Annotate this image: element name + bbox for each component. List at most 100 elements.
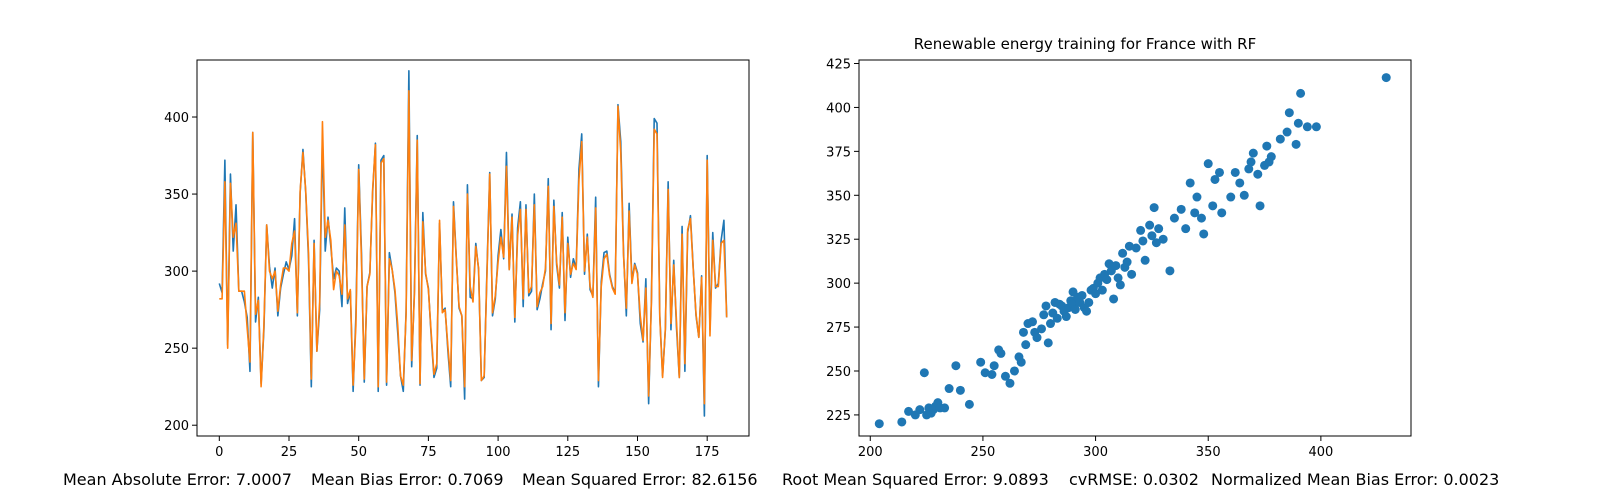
scatter-point [915,405,925,415]
metric-mbe: Mean Bias Error: 0.7069 [311,470,504,489]
right-y-tick-label: 300 [826,277,851,292]
metric-cvrmse: cvRMSE: 0.0302 [1069,470,1199,489]
chart-title: Renewable energy training for France wit… [914,35,1256,53]
scatter-point [1077,290,1087,300]
scatter-point [944,384,954,394]
scatter-point [1190,208,1200,218]
scatter-point [1266,152,1276,162]
left-x-tick-label: 25 [281,445,298,460]
scatter-point [1115,280,1125,290]
scatter-point [1084,297,1094,307]
scatter-point [1102,275,1112,285]
scatter-point [1018,327,1028,337]
scatter-point [1145,220,1155,230]
scatter-point [1248,148,1258,158]
scatter-point [1136,225,1146,235]
scatter-point [1208,201,1218,211]
scatter-point [940,403,950,413]
scatter-point [1091,289,1101,299]
left-x-tick-label: 0 [215,445,223,460]
scatter-point [1151,238,1161,248]
scatter-point [1061,312,1071,322]
scatter-point [1111,261,1121,271]
scatter-point [1203,159,1213,169]
scatter-point [1214,167,1224,177]
scatter-point [1226,192,1236,202]
left-x-tick-label: 75 [420,445,437,460]
scatter-point [1009,366,1019,376]
scatter-point [1082,306,1092,316]
left-line-chart: 0 25 50 75 100 125 150 175 200 250 300 350 400 [164,59,750,460]
right-x-tick-label: 250 [971,445,996,460]
right-y-tick-label: 375 [826,145,851,160]
right-y-tick-label: 325 [826,233,851,248]
left-y-tick-label: 300 [164,265,189,280]
scatter-point [1244,164,1254,174]
scatter-point [1262,141,1272,151]
scatter-point [1037,324,1046,334]
right-axes-frame [858,59,1412,437]
scatter-point [897,417,907,427]
line-series-2 [219,90,728,405]
scatter-point [1199,229,1209,239]
scatter-point [1118,248,1128,258]
right-x-tick-label: 350 [1196,445,1221,460]
scatter-point [1192,192,1202,202]
scatter-point [1041,301,1051,311]
scatter-point [1230,167,1240,177]
left-y-tick-label: 250 [164,342,189,357]
left-x-tick-label: 150 [625,445,650,460]
scatter-point [964,399,974,409]
scatter-point [1210,174,1220,184]
metric-nmbe: Normalized Mean Bias Error: 0.0023 [1211,470,1499,489]
scatter-point [1154,224,1164,234]
scatter-point [1239,190,1249,200]
scatter-point [1282,127,1292,137]
scatter-point [1131,243,1141,253]
scatter-point [1176,204,1186,214]
scatter-point [919,368,929,378]
metric-mae: Mean Absolute Error: 7.0007 [63,470,292,489]
scatter-point [1021,340,1031,350]
scatter-point [1043,338,1053,348]
scatter-point [1140,255,1150,265]
right-scatter-chart: 200 250 300 350 400 225 250 275 300 325 350 375 400 4… [826,58,1412,460]
scatter-point [1000,371,1010,381]
scatter-point [1127,269,1137,279]
metrics-footer: Mean Absolute Error: 7.0007 Mean Bias Er… [63,470,1499,489]
left-y-tick-label: 400 [164,111,189,126]
scatter-point [1122,257,1132,267]
scatter-point [1113,273,1123,283]
left-y-tick-label: 200 [164,419,189,434]
scatter-point [1311,122,1321,132]
scatter-point [1165,266,1175,276]
scatter-point [1016,357,1026,367]
scatter-point [1217,208,1227,218]
scatter-point [874,419,884,429]
scatter-point [1196,213,1206,223]
right-y-tick-label: 275 [826,321,851,336]
metric-mse: Mean Squared Error: 82.6156 [522,470,758,489]
scatter-point [955,385,965,395]
scatter-point [1046,319,1056,329]
left-axes-frame [196,59,750,437]
left-x-tick-label: 175 [695,445,720,460]
scatter-point [1235,178,1245,188]
scatter-point [1109,294,1119,304]
scatter-point [987,370,997,379]
right-y-tick-label: 225 [826,409,851,424]
scatter-point [1302,122,1312,132]
left-x-tick-label: 125 [555,445,580,460]
scatter-point [980,368,990,378]
scatter-point [996,348,1006,358]
metric-rmse: Root Mean Squared Error: 9.0893 [782,470,1049,489]
scatter-point [1246,157,1256,167]
scatter-point [976,357,986,367]
right-y-tick-label: 425 [826,58,851,73]
scatter-point [1147,231,1157,241]
scatter-point [1027,317,1037,327]
right-y-tick-label: 400 [826,101,851,116]
scatter-point [1149,203,1159,213]
